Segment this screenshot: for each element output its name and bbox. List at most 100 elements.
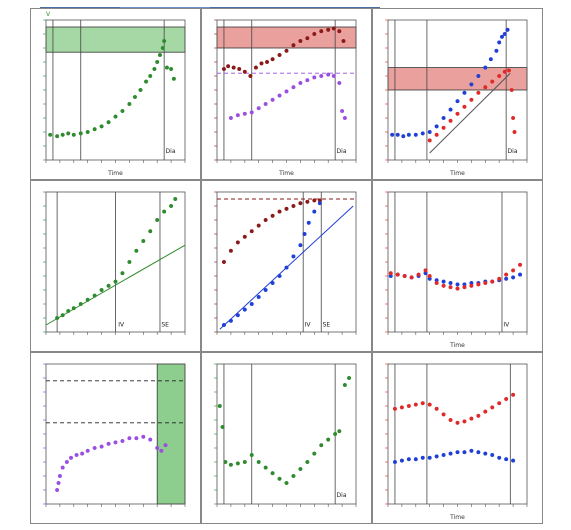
- x-axis-label: Time: [278, 170, 294, 177]
- data-point: [441, 279, 446, 284]
- data-point: [455, 420, 460, 425]
- data-point: [74, 452, 79, 458]
- data-point: [60, 132, 65, 137]
- data-point: [228, 115, 233, 121]
- data-point: [169, 203, 174, 209]
- data-point: [340, 108, 345, 114]
- data-point: [92, 293, 97, 298]
- chart-panel-r2c1: Dia: [201, 352, 372, 524]
- data-point: [462, 104, 467, 109]
- annotation-label: SE: [323, 321, 331, 328]
- data-point: [505, 27, 510, 32]
- data-point: [441, 125, 446, 130]
- data-point: [504, 276, 509, 281]
- data-point: [277, 52, 282, 58]
- data-point: [434, 280, 439, 286]
- chart-panel-r2c0: [30, 352, 201, 524]
- data-point: [144, 79, 149, 84]
- data-point: [441, 115, 446, 121]
- data-point: [228, 318, 233, 323]
- chart-panel-r0c1: Dia Time: [201, 8, 372, 180]
- data-point: [141, 238, 146, 244]
- data-point: [511, 392, 516, 397]
- data-point: [120, 108, 125, 114]
- data-point: [71, 306, 76, 311]
- data-point: [80, 451, 85, 456]
- data-point: [455, 450, 460, 455]
- data-point: [342, 382, 347, 388]
- data-point: [120, 438, 125, 444]
- data-point: [270, 471, 275, 476]
- data-point: [99, 444, 104, 449]
- data-point: [469, 416, 474, 421]
- data-point: [427, 273, 432, 279]
- data-point: [249, 301, 254, 307]
- data-point: [148, 73, 153, 79]
- data-point: [256, 294, 261, 300]
- data-point: [509, 87, 514, 93]
- data-point: [235, 240, 240, 245]
- data-point: [497, 276, 502, 281]
- data-point: [56, 480, 61, 486]
- data-point: [78, 301, 83, 307]
- data-point: [392, 406, 398, 411]
- data-point: [226, 64, 231, 69]
- data-point: [312, 209, 317, 214]
- data-point: [326, 72, 331, 77]
- data-point: [502, 31, 507, 37]
- data-point: [413, 457, 418, 462]
- data-point: [231, 65, 236, 70]
- data-point: [66, 308, 71, 314]
- data-point: [284, 89, 289, 94]
- data-point: [462, 90, 467, 95]
- data-point: [263, 217, 268, 223]
- data-point: [120, 271, 125, 276]
- data-point: [152, 66, 157, 72]
- data-point: [298, 38, 303, 44]
- data-point: [256, 106, 261, 111]
- data-point: [85, 129, 90, 135]
- panel-frame: [372, 180, 543, 352]
- data-point: [312, 198, 317, 203]
- data-point: [284, 480, 289, 486]
- data-point: [448, 118, 453, 123]
- data-point: [127, 436, 132, 441]
- data-point: [157, 52, 163, 58]
- data-point: [319, 443, 324, 448]
- data-point: [413, 402, 418, 407]
- x-axis-label: Time: [449, 170, 465, 177]
- chart-panel-r1c1: IV SE: [201, 180, 372, 352]
- data-point: [483, 409, 488, 414]
- data-point: [256, 459, 261, 465]
- data-point: [483, 280, 488, 286]
- data-point: [141, 434, 146, 439]
- data-point: [235, 461, 240, 466]
- data-point: [242, 111, 247, 116]
- data-point: [284, 265, 289, 270]
- data-point: [337, 80, 342, 86]
- data-point: [326, 437, 331, 442]
- data-point: [423, 268, 428, 273]
- data-point: [71, 132, 76, 137]
- data-point: [427, 129, 432, 135]
- data-point: [99, 287, 104, 293]
- data-point: [406, 403, 411, 409]
- data-point: [263, 287, 268, 293]
- data-point: [434, 124, 439, 129]
- data-point: [55, 315, 60, 321]
- annotation-label: IV: [503, 321, 510, 328]
- data-point: [277, 273, 282, 279]
- data-point: [448, 417, 453, 423]
- data-point: [312, 75, 317, 80]
- data-point: [399, 458, 404, 463]
- data-point: [66, 131, 71, 136]
- data-point: [455, 99, 460, 104]
- data-point: [306, 220, 311, 225]
- data-point: [337, 429, 342, 434]
- data-point: [259, 61, 264, 66]
- annotation-label: Dia: [508, 148, 518, 155]
- data-point: [497, 455, 502, 460]
- data-point: [497, 73, 502, 79]
- data-point: [134, 248, 139, 253]
- panel-frame: [201, 352, 372, 524]
